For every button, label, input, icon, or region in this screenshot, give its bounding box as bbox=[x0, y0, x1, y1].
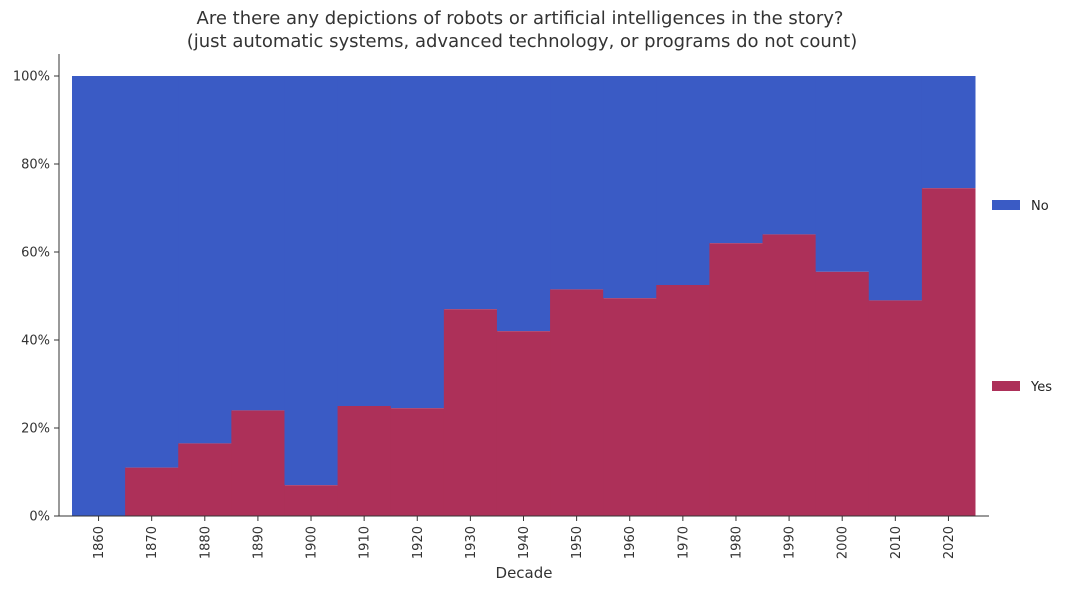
area-yes-1930 bbox=[443, 309, 498, 516]
area-no-1970 bbox=[656, 76, 710, 285]
area-layer bbox=[72, 76, 976, 516]
x-tick-label: 1870 bbox=[145, 526, 160, 559]
area-yes-1920 bbox=[390, 408, 445, 516]
x-tick-label: 1900 bbox=[305, 526, 320, 559]
area-yes-1990 bbox=[762, 234, 817, 516]
area-no-1940 bbox=[496, 76, 551, 332]
y-tick-label: 80% bbox=[21, 158, 50, 173]
x-tick-label: 1860 bbox=[92, 526, 107, 559]
area-yes-1900 bbox=[284, 485, 339, 516]
area-no-1950 bbox=[550, 76, 604, 290]
x-tick-label: 1970 bbox=[676, 526, 691, 559]
area-no-2020 bbox=[921, 76, 976, 189]
area-yes-1960 bbox=[603, 298, 657, 516]
area-no-1910 bbox=[337, 76, 392, 406]
area-no-1900 bbox=[284, 76, 339, 486]
area-yes-2010 bbox=[868, 300, 923, 516]
y-tick-label: 20% bbox=[21, 422, 50, 437]
area-no-2010 bbox=[868, 76, 923, 301]
x-tick-label: 1950 bbox=[570, 526, 585, 559]
area-no-1870 bbox=[125, 76, 179, 468]
y-axis-ticks: 0% 20% 40% 60% 80% 100% bbox=[13, 70, 59, 525]
area-no-2000 bbox=[815, 76, 870, 272]
x-tick-label: 2000 bbox=[836, 526, 851, 559]
legend-label-yes: Yes bbox=[1030, 380, 1052, 395]
area-no-1930 bbox=[443, 76, 498, 310]
chart-subtitle: (just automatic systems, advanced techno… bbox=[187, 31, 858, 52]
area-no-1980 bbox=[709, 76, 764, 244]
area-no-1920 bbox=[390, 76, 445, 409]
y-tick-label: 40% bbox=[21, 334, 50, 349]
x-tick-label: 1980 bbox=[729, 526, 744, 559]
legend: No Yes bbox=[992, 199, 1052, 395]
area-yes-1950 bbox=[550, 289, 604, 516]
area-yes-1910 bbox=[337, 406, 392, 516]
area-no-1960 bbox=[603, 76, 657, 299]
x-tick-label: 1890 bbox=[251, 526, 266, 559]
area-yes-1890 bbox=[231, 410, 285, 516]
area-no-1880 bbox=[178, 76, 232, 444]
x-tick-label: 1880 bbox=[198, 526, 213, 559]
area-yes-2020 bbox=[921, 188, 976, 516]
area-no-1990 bbox=[762, 76, 817, 235]
x-tick-label: 1990 bbox=[783, 526, 798, 559]
x-axis-title: Decade bbox=[496, 564, 553, 582]
x-tick-label: 1930 bbox=[464, 526, 479, 559]
area-yes-1880 bbox=[178, 443, 232, 516]
y-tick-label: 60% bbox=[21, 246, 50, 261]
y-tick-label: 100% bbox=[13, 70, 50, 85]
area-yes-1970 bbox=[656, 285, 710, 516]
y-tick-label: 0% bbox=[29, 510, 50, 525]
area-yes-1870 bbox=[125, 467, 179, 516]
x-tick-label: 1940 bbox=[517, 526, 532, 559]
area-yes-2000 bbox=[815, 271, 870, 516]
area-yes-1940 bbox=[496, 331, 551, 516]
x-tick-label: 1910 bbox=[358, 526, 373, 559]
x-tick-label: 1960 bbox=[623, 526, 638, 559]
x-axis-ticks: 1860 1870 1880 1890 1900 1910 1920 1930 1940 1950… bbox=[92, 516, 957, 559]
legend-swatch-yes bbox=[992, 381, 1020, 391]
chart-title: Are there any depictions of robots or ar… bbox=[197, 8, 844, 29]
x-tick-label: 2010 bbox=[889, 526, 904, 559]
legend-swatch-no bbox=[992, 200, 1020, 210]
legend-label-no: No bbox=[1031, 199, 1049, 214]
x-tick-label: 1920 bbox=[411, 526, 426, 559]
area-no-1890 bbox=[231, 76, 285, 411]
x-tick-label: 2020 bbox=[942, 526, 957, 559]
area-yes-1980 bbox=[709, 243, 764, 516]
area-no-1860 bbox=[72, 76, 126, 516]
